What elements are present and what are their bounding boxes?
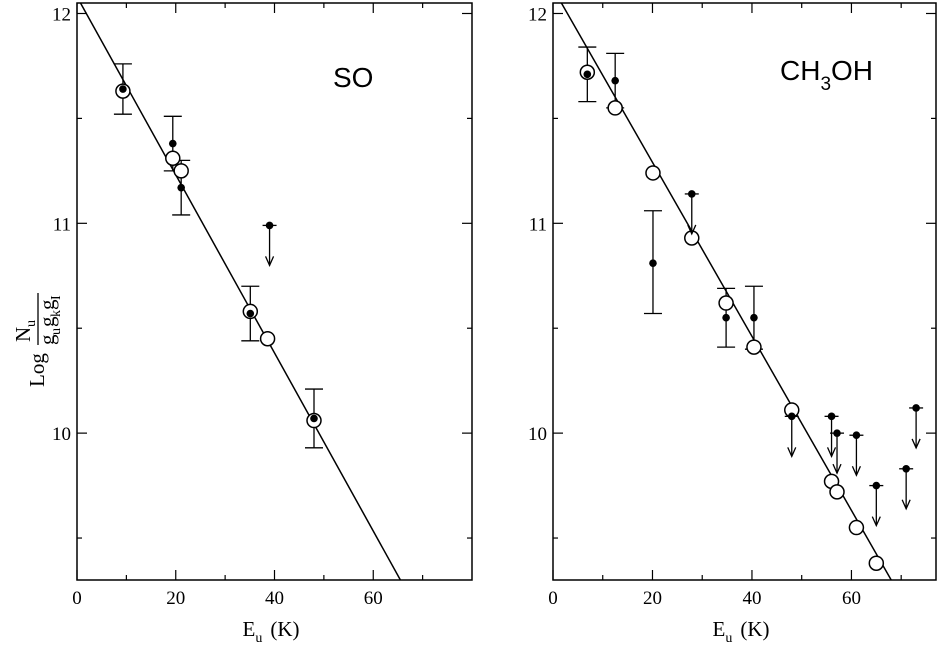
y-axis-label-denominator-2-sub: k bbox=[49, 310, 64, 317]
upper-limit-point bbox=[852, 431, 861, 440]
upper-limit-arrow-head bbox=[901, 499, 911, 511]
upper-limit-arrow-head bbox=[871, 516, 881, 528]
model-point bbox=[607, 100, 623, 116]
y-tick-label: 10 bbox=[528, 424, 547, 445]
panel-ch3oh: 0 20 40 60 10 11 12 Eu (K) CH3OH bbox=[528, 2, 937, 645]
y-axis-label-denominator-3-sub: I bbox=[49, 295, 64, 300]
y-tick-label: 10 bbox=[52, 424, 71, 445]
upper-limit bbox=[909, 404, 924, 450]
observed-point bbox=[611, 76, 619, 85]
upper-limit-point bbox=[872, 481, 881, 490]
upper-limit-arrow-head bbox=[832, 463, 842, 475]
model-point bbox=[718, 295, 734, 311]
x-axis-label-unit: (K) bbox=[740, 617, 769, 641]
observed-point bbox=[750, 313, 758, 322]
model-point bbox=[165, 150, 181, 167]
upper-limit bbox=[824, 412, 839, 458]
upper-limit-point bbox=[902, 464, 910, 473]
y-tick-label: 12 bbox=[52, 4, 71, 25]
species-label-main: SO bbox=[333, 62, 373, 93]
y-axis-label-denominator-2: g bbox=[35, 316, 59, 327]
upper-limit-point bbox=[687, 190, 696, 198]
observed-point bbox=[119, 85, 127, 93]
model-point bbox=[868, 555, 885, 571]
upper-limit bbox=[830, 429, 845, 475]
x-tick-label: 20 bbox=[643, 588, 662, 609]
observed-point bbox=[583, 70, 592, 79]
observed-point bbox=[310, 414, 318, 423]
upper-limit-arrow-head bbox=[264, 256, 275, 268]
upper-limit-point bbox=[265, 221, 274, 230]
model-point bbox=[829, 484, 845, 500]
y-axis-label-numerator-sub: u bbox=[24, 320, 39, 327]
upper-limit-point bbox=[833, 429, 841, 437]
upper-limit bbox=[262, 221, 277, 268]
x-axis-label-sub: u bbox=[725, 631, 732, 645]
upper-limit bbox=[849, 431, 864, 477]
x-axis-label-main: E bbox=[713, 617, 726, 641]
x-tick-label: 40 bbox=[742, 588, 761, 609]
x-axis-label: Eu (K) bbox=[243, 617, 300, 645]
plot-frame-so bbox=[76, 2, 473, 581]
upper-limit bbox=[684, 190, 699, 236]
observed-point bbox=[177, 183, 185, 192]
x-axis-label: Eu (K) bbox=[713, 617, 770, 645]
y-tick-label: 11 bbox=[53, 214, 71, 235]
plot-frame-ch3oh bbox=[552, 2, 937, 581]
model-point bbox=[848, 519, 865, 536]
species-label-sub: 3 bbox=[820, 74, 831, 95]
x-tick-label: 20 bbox=[166, 588, 185, 609]
fit-line bbox=[79, 3, 402, 580]
model-point bbox=[173, 163, 189, 179]
model-point bbox=[746, 339, 762, 355]
plot-area-so bbox=[79, 3, 402, 580]
species-label-main: CH bbox=[780, 55, 820, 86]
x-axis-label-unit: (K) bbox=[270, 617, 299, 641]
y-axis-label-denominator-1-sub: u bbox=[49, 328, 64, 335]
plot-area-ch3oh bbox=[560, 3, 924, 580]
upper-limit bbox=[784, 412, 799, 458]
upper-limit-arrow-head bbox=[787, 447, 797, 458]
species-label-tail: OH bbox=[831, 55, 873, 86]
observed-point bbox=[168, 139, 177, 148]
panel-so: 0 20 40 60 10 11 12 Eu (K) SO bbox=[52, 2, 473, 645]
upper-limit-arrow-head bbox=[911, 438, 921, 450]
observed-point bbox=[722, 313, 730, 322]
upper-limit-point bbox=[787, 412, 796, 421]
y-tick-label: 11 bbox=[529, 214, 547, 235]
observed-point bbox=[649, 259, 657, 267]
y-axis-label-numerator: N bbox=[11, 327, 35, 342]
species-label-ch3oh: CH3OH bbox=[780, 55, 873, 95]
upper-limit-arrow-head bbox=[851, 465, 862, 477]
upper-limit bbox=[869, 481, 884, 528]
upper-limit bbox=[899, 464, 914, 511]
x-axis-label-main: E bbox=[243, 617, 256, 641]
model-point bbox=[645, 165, 661, 181]
y-axis-label-log: Log bbox=[25, 353, 49, 387]
x-tick-label: 60 bbox=[364, 588, 383, 609]
y-tick-label: 12 bbox=[528, 4, 547, 25]
x-axis-label-sub: u bbox=[255, 631, 262, 645]
model-point bbox=[259, 330, 276, 347]
y-axis-label-denominator-3: g bbox=[35, 299, 59, 310]
x-tick-label: 60 bbox=[842, 588, 861, 609]
x-tick-label: 0 bbox=[548, 588, 558, 609]
upper-limit-arrow-head bbox=[826, 447, 837, 458]
upper-limit-point bbox=[912, 404, 920, 412]
x-tick-label: 40 bbox=[265, 588, 284, 609]
species-label-so: SO bbox=[333, 62, 373, 93]
y-axis-label: Log N u g u g k g I bbox=[11, 293, 64, 387]
x-tick-label: 0 bbox=[72, 588, 82, 609]
upper-limit-arrow-head bbox=[687, 224, 697, 236]
observed-point bbox=[246, 309, 255, 318]
y-axis-label-denominator-1: g bbox=[35, 334, 59, 345]
upper-limit-point bbox=[827, 412, 836, 421]
